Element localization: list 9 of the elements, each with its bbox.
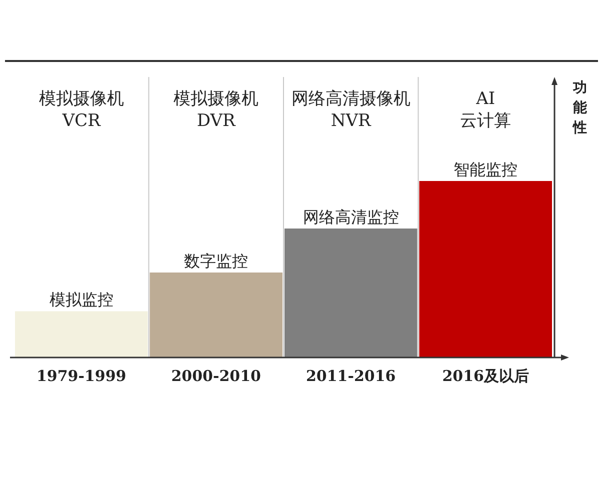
annotation: 网络高清摄像机 NVR: [291, 89, 410, 131]
annotation: 模拟监控: [49, 290, 114, 310]
annotation: 数字监控: [184, 252, 248, 271]
annotation: AI 云计算: [460, 89, 512, 131]
annotation: 网络高清监控: [302, 208, 399, 227]
annotation: 模拟摄像机 DVR: [174, 89, 259, 131]
ylabel: 功能性: [573, 80, 587, 136]
annotation: 智能监控: [454, 160, 518, 179]
annotation: 模拟摄像机 VCR: [38, 89, 124, 131]
